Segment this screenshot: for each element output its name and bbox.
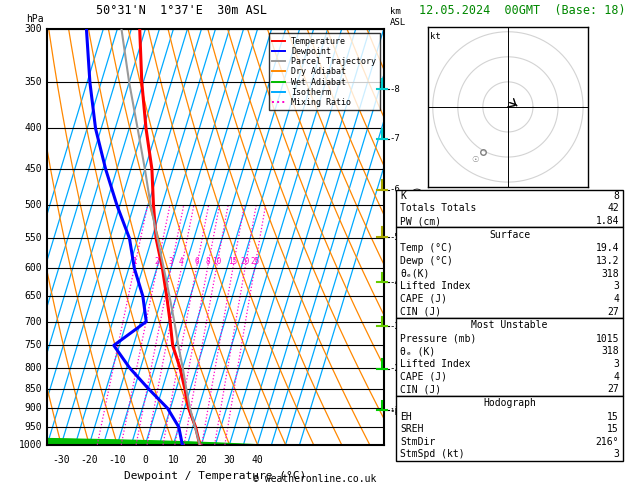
Text: 3: 3 (613, 281, 619, 291)
Text: 3: 3 (169, 257, 173, 266)
Text: -8: -8 (389, 85, 400, 94)
Text: 30: 30 (223, 455, 235, 465)
Text: CIN (J): CIN (J) (400, 384, 441, 394)
Text: 1015: 1015 (596, 334, 619, 344)
Text: Temp (°C): Temp (°C) (400, 243, 453, 253)
Text: -5: -5 (389, 233, 400, 242)
Text: 216°: 216° (596, 437, 619, 447)
Text: StmDir: StmDir (400, 437, 435, 447)
Text: 8: 8 (613, 191, 619, 201)
Text: -4: -4 (389, 278, 400, 287)
Text: -10: -10 (108, 455, 126, 465)
Text: 13.2: 13.2 (596, 256, 619, 266)
Text: 20: 20 (196, 455, 208, 465)
Text: -2: -2 (389, 364, 400, 373)
Text: 2: 2 (155, 257, 159, 266)
Text: 950: 950 (25, 422, 42, 432)
Text: 318: 318 (601, 347, 619, 356)
Legend: Temperature, Dewpoint, Parcel Trajectory, Dry Adiabat, Wet Adiabat, Isotherm, Mi: Temperature, Dewpoint, Parcel Trajectory… (269, 34, 379, 110)
Text: 900: 900 (25, 403, 42, 413)
Text: 10: 10 (167, 455, 179, 465)
Text: 8: 8 (205, 257, 210, 266)
Text: 4: 4 (179, 257, 184, 266)
Text: 0: 0 (142, 455, 148, 465)
Text: 450: 450 (25, 164, 42, 174)
Text: 350: 350 (25, 77, 42, 87)
Text: 400: 400 (25, 123, 42, 134)
Text: km
ASL: km ASL (390, 7, 406, 27)
Text: 27: 27 (607, 307, 619, 316)
Text: StmSpd (kt): StmSpd (kt) (400, 450, 465, 459)
Text: 750: 750 (25, 340, 42, 350)
Text: Totals Totals: Totals Totals (400, 204, 476, 213)
Text: Surface: Surface (489, 230, 530, 240)
Text: 318: 318 (601, 269, 619, 278)
Text: 42: 42 (607, 204, 619, 213)
Text: hPa: hPa (26, 14, 44, 24)
Text: ☉: ☉ (472, 155, 479, 164)
Text: 3: 3 (613, 359, 619, 369)
Text: θₑ(K): θₑ(K) (400, 269, 430, 278)
Text: 4: 4 (613, 294, 619, 304)
Text: 50°31'N  1°37'E  30m ASL: 50°31'N 1°37'E 30m ASL (96, 4, 267, 17)
Text: Dewp (°C): Dewp (°C) (400, 256, 453, 266)
Text: θₑ (K): θₑ (K) (400, 347, 435, 356)
Text: -1: -1 (389, 406, 400, 415)
Text: 4: 4 (613, 372, 619, 382)
Text: 1.84: 1.84 (596, 216, 619, 226)
Text: Most Unstable: Most Unstable (471, 320, 548, 330)
Text: CIN (J): CIN (J) (400, 307, 441, 316)
Text: K: K (400, 191, 406, 201)
Text: CAPE (J): CAPE (J) (400, 372, 447, 382)
Text: 850: 850 (25, 383, 42, 394)
Text: 15: 15 (228, 257, 238, 266)
Text: 300: 300 (25, 24, 42, 34)
Text: SREH: SREH (400, 424, 423, 434)
Text: Hodograph: Hodograph (483, 398, 536, 408)
Text: CAPE (J): CAPE (J) (400, 294, 447, 304)
Text: -20: -20 (81, 455, 98, 465)
Text: 1000: 1000 (19, 440, 42, 450)
Text: 40: 40 (252, 455, 264, 465)
Text: 1: 1 (132, 257, 136, 266)
Text: 25: 25 (250, 257, 259, 266)
Text: 15: 15 (607, 412, 619, 421)
Text: 500: 500 (25, 200, 42, 210)
Text: Lifted Index: Lifted Index (400, 281, 470, 291)
Text: -3: -3 (389, 322, 400, 331)
Text: 650: 650 (25, 291, 42, 301)
Text: 550: 550 (25, 233, 42, 243)
Text: 6: 6 (194, 257, 199, 266)
Text: -7: -7 (389, 134, 400, 143)
Text: © weatheronline.co.uk: © weatheronline.co.uk (253, 473, 376, 484)
Text: EH: EH (400, 412, 412, 421)
Text: 12.05.2024  00GMT  (Base: 18): 12.05.2024 00GMT (Base: 18) (420, 4, 626, 17)
Text: 10: 10 (212, 257, 221, 266)
Text: Dewpoint / Temperature (°C): Dewpoint / Temperature (°C) (125, 471, 306, 482)
Text: -30: -30 (52, 455, 70, 465)
Text: 15: 15 (607, 424, 619, 434)
Text: Lifted Index: Lifted Index (400, 359, 470, 369)
Text: Pressure (mb): Pressure (mb) (400, 334, 476, 344)
Text: 20: 20 (240, 257, 250, 266)
Text: ¹LCL: ¹LCL (389, 408, 411, 417)
Text: Mixing Ratio (g/kg): Mixing Ratio (g/kg) (414, 186, 423, 288)
Text: kt: kt (430, 32, 441, 41)
Text: 27: 27 (607, 384, 619, 394)
Text: 19.4: 19.4 (596, 243, 619, 253)
Text: 600: 600 (25, 263, 42, 274)
Text: 800: 800 (25, 363, 42, 373)
Text: 700: 700 (25, 316, 42, 327)
Text: -6: -6 (389, 186, 400, 194)
Text: PW (cm): PW (cm) (400, 216, 441, 226)
Text: 3: 3 (613, 450, 619, 459)
